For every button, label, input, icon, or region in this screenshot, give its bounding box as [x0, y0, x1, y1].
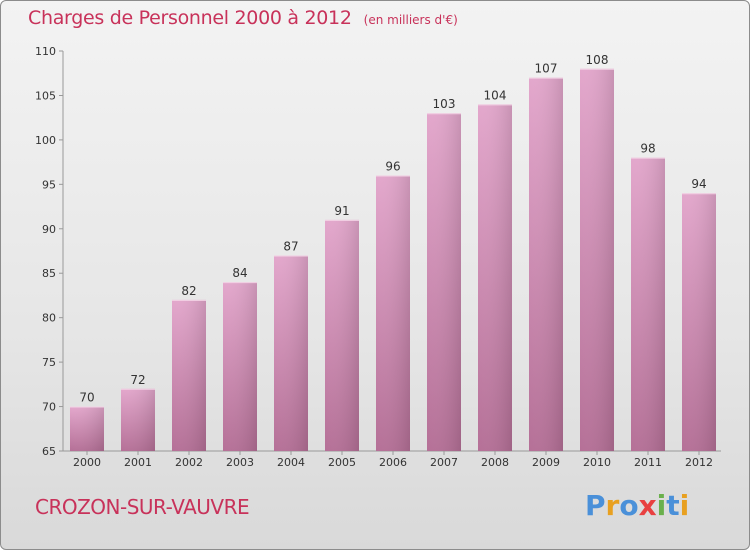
bar-shade-2005	[325, 219, 359, 451]
bar-shade-2004	[274, 255, 308, 451]
x-tick-label: 2010	[583, 456, 611, 469]
x-tick-label: 2005	[328, 456, 356, 469]
city-name: CROZON-SUR-VAUVRE	[35, 495, 250, 519]
logo-letter: r	[605, 489, 620, 522]
y-tick-label: 85	[42, 267, 56, 280]
logo-letter: i	[679, 489, 690, 522]
y-axis: 65 70 75 80 85 90 95 100 105 110	[35, 45, 64, 458]
y-tick-label: 110	[35, 45, 56, 58]
title-row: Charges de Personnel 2000 à 2012 (en mill…	[28, 7, 458, 29]
y-tick-label: 95	[42, 178, 56, 191]
data-label-2005: 91	[334, 204, 349, 218]
bar-shade-2010	[580, 68, 614, 452]
logo-letter: P	[585, 489, 606, 522]
data-label-2003: 84	[232, 266, 247, 280]
data-label-2002: 82	[181, 284, 196, 298]
x-tick-label: 2000	[73, 456, 101, 469]
y-tick-label: 65	[42, 445, 56, 458]
y-tick-label: 75	[42, 356, 56, 369]
bar-shade-2012	[682, 193, 716, 451]
x-tick-label: 2011	[634, 456, 662, 469]
logo-letter: o	[619, 489, 639, 522]
y-tick-label: 70	[42, 401, 56, 414]
logo-letter: t	[666, 489, 680, 522]
bar-shade-2008	[478, 104, 512, 451]
x-axis: 2000 2001 2002 2003 2004 2005 2006 2007 2008 2009…	[63, 450, 721, 469]
data-labels: 70 72 82 84 87 91 96 103 104 107 108 98 94	[79, 53, 706, 405]
x-tick-label: 2003	[226, 456, 254, 469]
data-label-2006: 96	[385, 159, 400, 173]
proxiti-logo[interactable]: Proxiti	[585, 489, 689, 522]
y-tick-label: 105	[35, 89, 56, 102]
y-tick-label: 80	[42, 312, 56, 325]
bar-shade-2001	[121, 388, 155, 451]
x-tick-label: 2004	[277, 456, 305, 469]
bar-shade-2006	[376, 175, 410, 451]
data-label-2012: 94	[691, 177, 706, 191]
x-tick-label: 2006	[379, 456, 407, 469]
chart-subtitle: (en milliers d'€)	[363, 13, 458, 27]
bar-shade-2000	[70, 406, 104, 451]
y-tick-label: 90	[42, 223, 56, 236]
bar-shade-2011	[631, 157, 665, 451]
y-tick-label: 100	[35, 134, 56, 147]
bar-shade-2002	[172, 299, 206, 451]
data-label-2001: 72	[130, 373, 145, 387]
x-tick-label: 2009	[532, 456, 560, 469]
logo-letter: i	[656, 489, 667, 522]
bar-shade-2009	[529, 77, 563, 452]
data-label-2011: 98	[640, 142, 655, 156]
x-tick-label: 2008	[481, 456, 509, 469]
x-tick-label: 2002	[175, 456, 203, 469]
data-label-2004: 87	[283, 239, 298, 253]
data-label-2007: 103	[433, 97, 456, 111]
bar-shade-2003	[223, 282, 257, 451]
data-label-2000: 70	[79, 391, 94, 405]
chart-title: Charges de Personnel 2000 à 2012	[28, 7, 352, 29]
x-tick-label: 2007	[430, 456, 458, 469]
data-label-2008: 104	[484, 88, 507, 102]
data-label-2010: 108	[586, 53, 609, 67]
bars	[70, 68, 716, 452]
x-tick-label: 2012	[685, 456, 713, 469]
data-label-2009: 107	[535, 62, 558, 76]
logo-letter: x	[638, 489, 657, 522]
x-tick-label: 2001	[124, 456, 152, 469]
bar-shade-2007	[427, 113, 461, 451]
